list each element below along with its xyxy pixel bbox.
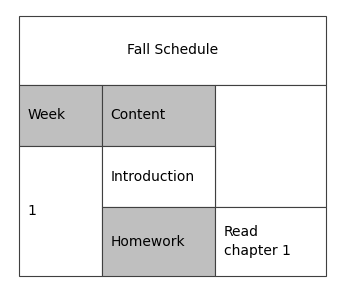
Bar: [215, 207, 326, 276]
Bar: [19, 16, 326, 85]
Text: Fall Schedule: Fall Schedule: [127, 43, 218, 57]
Bar: [102, 207, 215, 276]
Text: Introduction: Introduction: [110, 170, 194, 184]
Bar: [19, 146, 102, 276]
Bar: [102, 146, 215, 207]
Text: Content: Content: [110, 108, 165, 122]
Text: Read
chapter 1: Read chapter 1: [224, 225, 291, 258]
Bar: [19, 85, 102, 146]
Text: Week: Week: [27, 108, 65, 122]
Bar: [102, 85, 215, 146]
Text: Homework: Homework: [110, 235, 185, 249]
Bar: [215, 85, 326, 207]
Text: 1: 1: [27, 204, 36, 218]
